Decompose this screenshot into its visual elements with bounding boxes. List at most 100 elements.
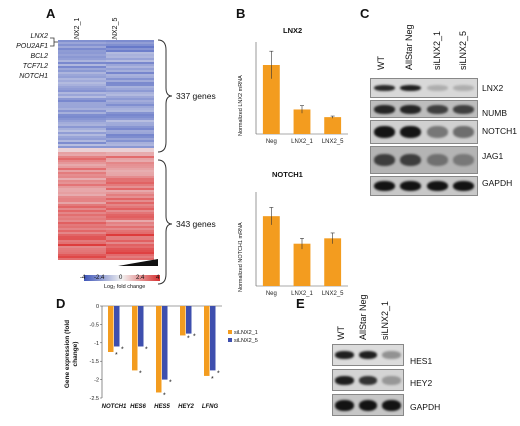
x-tick-label: LNX2_5 bbox=[322, 291, 344, 297]
heatmap-cell bbox=[58, 116, 106, 119]
heatmap-cell bbox=[106, 256, 154, 259]
heatmap-cell bbox=[58, 200, 106, 203]
gene-label-bcl2: BCL2 bbox=[30, 53, 48, 60]
gene-label-notch1: NOTCH1 bbox=[19, 73, 48, 80]
heatmap-cell bbox=[58, 142, 106, 145]
heatmap-cell bbox=[106, 132, 154, 135]
heatmap-cell bbox=[58, 238, 106, 241]
heatmap-cell bbox=[58, 46, 106, 49]
gene-count-up: 343 genes bbox=[176, 219, 216, 229]
heatmap-cell bbox=[106, 188, 154, 191]
heatmap-cell bbox=[58, 204, 106, 207]
heatmap-cell bbox=[106, 120, 154, 123]
heatmap-cell bbox=[106, 156, 154, 159]
blot-band bbox=[335, 399, 354, 411]
heatmap-cell bbox=[106, 68, 154, 71]
blot-band bbox=[426, 85, 448, 91]
panel-d-label: D bbox=[56, 296, 66, 311]
significance-marker: * bbox=[145, 346, 148, 353]
lane-label: siLNX2_5 bbox=[458, 30, 468, 70]
blot-strip bbox=[332, 394, 404, 416]
heatmap-cell bbox=[58, 72, 106, 75]
heatmap-cell bbox=[58, 236, 106, 239]
heatmap-cell bbox=[58, 134, 106, 137]
heatmap-cell bbox=[106, 186, 154, 189]
heatmap-cell bbox=[58, 170, 106, 173]
heatmap-cell bbox=[106, 178, 154, 181]
heatmap-cell bbox=[106, 148, 154, 151]
lane-label: siLNX2_1 bbox=[380, 300, 390, 340]
heatmap-cell bbox=[58, 82, 106, 85]
blot-strip bbox=[370, 78, 478, 98]
blot-strip bbox=[370, 100, 478, 118]
heatmap-cell bbox=[106, 216, 154, 219]
band-label-jag1: JAG1 bbox=[482, 151, 504, 161]
heatmap-cell bbox=[58, 190, 106, 193]
blot-strip bbox=[332, 344, 404, 366]
color-scale-wedge bbox=[118, 259, 158, 266]
heatmap-cell bbox=[106, 100, 154, 103]
panel-c-label: C bbox=[360, 6, 370, 21]
heatmap-cell bbox=[58, 196, 106, 199]
lane-label: WT bbox=[376, 56, 386, 70]
heatmap-cell bbox=[106, 72, 154, 75]
blot-band bbox=[382, 375, 401, 385]
heatmap-cell bbox=[106, 184, 154, 187]
heatmap-cell bbox=[58, 226, 106, 229]
heatmap-cell bbox=[58, 50, 106, 53]
heatmap-cell bbox=[58, 158, 106, 161]
bar bbox=[204, 306, 210, 376]
gene-label-tcf7l2: TCF7L2 bbox=[22, 63, 48, 70]
heatmap-cell bbox=[106, 130, 154, 133]
heatmap-cell bbox=[106, 206, 154, 209]
blot-band bbox=[373, 154, 395, 166]
heatmap-cell bbox=[58, 96, 106, 99]
x-tick-label: LNX2_1 bbox=[291, 291, 313, 297]
heatmap-cell bbox=[106, 40, 154, 43]
heatmap-cell bbox=[58, 180, 106, 183]
blot-e-lane-labels: WT AllStar Neg siLNX2_1 bbox=[330, 294, 430, 346]
significance-marker: * bbox=[187, 335, 190, 342]
heatmap-cell bbox=[58, 256, 106, 259]
blot-band bbox=[335, 375, 354, 385]
heatmap-cell bbox=[106, 146, 154, 149]
bar bbox=[324, 238, 342, 286]
heatmap-cell bbox=[58, 250, 106, 253]
heatmap-cell bbox=[106, 48, 154, 51]
heatmap-cell bbox=[106, 224, 154, 227]
heatmap-cell bbox=[106, 182, 154, 185]
heatmap-cell bbox=[58, 258, 106, 260]
blot-band bbox=[373, 104, 395, 114]
heatmap-cell bbox=[58, 216, 106, 219]
panel-a-label: A bbox=[46, 6, 56, 21]
blot-band bbox=[426, 126, 448, 138]
heatmap-cell bbox=[58, 118, 106, 121]
x-tick-label: LFNG bbox=[202, 404, 219, 410]
heatmap-cell bbox=[106, 126, 154, 129]
y-tick-label: -2.5 bbox=[90, 396, 99, 402]
blot-band bbox=[373, 126, 395, 138]
heatmap-cell bbox=[58, 92, 106, 95]
heatmap-cell bbox=[58, 224, 106, 227]
x-tick-label: HEY2 bbox=[178, 404, 194, 410]
heatmap-cell bbox=[106, 162, 154, 165]
heatmap-cell bbox=[58, 110, 106, 113]
heatmap-cell bbox=[106, 94, 154, 97]
heatmap-cell bbox=[58, 234, 106, 237]
y-tick-label: -0.5 bbox=[90, 322, 99, 328]
heatmap-cell bbox=[58, 160, 106, 163]
panel-e-label: E bbox=[296, 296, 305, 311]
heatmap-cell bbox=[58, 252, 106, 255]
scale-tick: 0 bbox=[119, 275, 123, 281]
heatmap-cell bbox=[106, 54, 154, 57]
heatmap-cell bbox=[58, 176, 106, 179]
heatmap-cell bbox=[106, 76, 154, 79]
heatmap-cell bbox=[58, 172, 106, 175]
blot-strip bbox=[370, 176, 478, 196]
heatmap-cell bbox=[58, 178, 106, 181]
heatmap-cell bbox=[106, 254, 154, 257]
bar bbox=[293, 243, 311, 286]
heatmap-cell bbox=[58, 214, 106, 217]
heatmap-cell bbox=[106, 168, 154, 171]
bar bbox=[132, 306, 138, 371]
